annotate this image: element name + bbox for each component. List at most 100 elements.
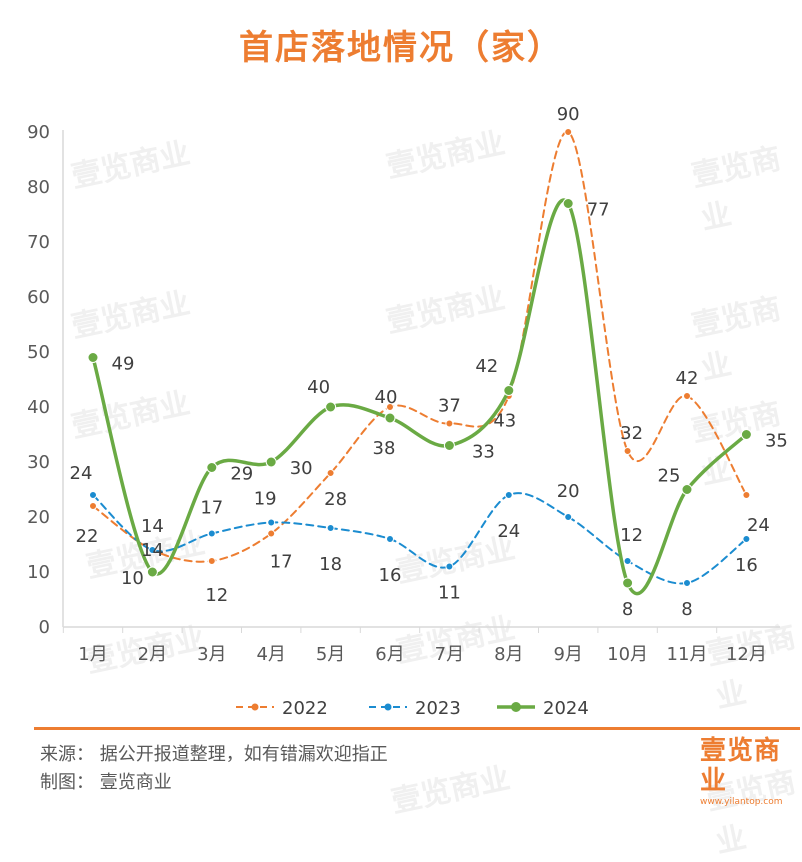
data-label-2024: 38: [373, 438, 396, 459]
data-point-2023: [148, 546, 157, 554]
data-point-2024: [87, 352, 99, 363]
data-label-2024: 35: [765, 431, 788, 452]
series-line-2022: [92, 130, 748, 563]
data-point-2022: [445, 419, 454, 428]
legend-marker-2023: [384, 703, 392, 711]
data-point-2023: [623, 557, 632, 565]
chart-axes: 0 10 20 30 40 50 60 70 80 90 1月 2月 3月 4月 5月 6月 7月 8月 9月 10月…: [27, 122, 780, 665]
y-tick-label: 50: [27, 342, 50, 363]
x-tick-label: 8月: [494, 644, 523, 665]
footer-source: 来源： 据公开报道整理，如有错漏欢迎指正: [40, 744, 388, 765]
x-tick-label: 7月: [435, 644, 464, 665]
data-point-2024: [206, 462, 218, 473]
x-tick-label: 10月: [607, 644, 648, 665]
y-tick-label: 30: [27, 452, 50, 473]
legend-marker-2024: [511, 702, 521, 712]
data-label-2022: 42: [475, 356, 498, 377]
legend-label-2022: 2022: [282, 698, 328, 719]
data-label-2023: 14: [141, 516, 164, 537]
data-label-2022: 22: [76, 526, 99, 547]
data-point-2023: [207, 529, 216, 538]
legend-marker-2022: [251, 703, 259, 711]
data-label-2024: 33: [472, 442, 495, 463]
data-point-2024: [562, 198, 574, 209]
data-point-2023: [386, 535, 394, 543]
brand-logo: 壹览商业 www.yilantop.com: [700, 736, 800, 808]
data-label-2022: 32: [620, 423, 643, 444]
y-tick-label: 10: [27, 562, 50, 583]
chart-title: 首店落地情况（家）: [239, 28, 563, 68]
data-label-2023: 12: [620, 525, 643, 546]
data-point-2023: [504, 491, 513, 499]
data-label-2022: 17: [270, 552, 293, 573]
data-point-2023: [267, 518, 276, 527]
data-point-2023: [445, 562, 454, 571]
data-label-2024: 25: [658, 466, 681, 487]
watermark: 壹览商业: [388, 760, 514, 821]
y-tick-label: 70: [27, 232, 50, 253]
data-point-2023: [742, 535, 751, 543]
data-point-2024: [384, 412, 396, 424]
x-tick-label: 12月: [726, 644, 767, 665]
series-layer: [87, 128, 752, 596]
brand-url: www.yilantop.com: [700, 797, 783, 807]
data-label-2024: 43: [493, 411, 516, 432]
data-label-2024: 30: [290, 458, 313, 479]
x-tick-label: 6月: [375, 644, 404, 665]
data-point-2022: [267, 529, 276, 538]
y-tick-label: 0: [39, 617, 50, 638]
data-label-2023: 17: [200, 498, 223, 519]
legend-label-2023: 2023: [415, 698, 461, 719]
data-point-2022: [207, 557, 216, 565]
data-label-2024: 8: [622, 599, 633, 620]
data-label-2023: 11: [438, 583, 461, 604]
data-point-2024: [265, 456, 277, 468]
x-tick-label: 4月: [256, 644, 285, 665]
y-tick-label: 40: [27, 397, 50, 418]
data-point-2024: [622, 577, 634, 589]
data-label-2022: 28: [324, 489, 347, 510]
data-point-2023: [683, 579, 691, 587]
series-line-2024: [91, 198, 749, 596]
data-point-2022: [564, 128, 573, 136]
data-point-2023: [564, 513, 573, 521]
x-tick-label: 3月: [197, 644, 226, 665]
footer-credit: 制图： 壹览商业: [40, 772, 172, 793]
data-label-2022: 37: [438, 396, 461, 417]
data-point-2023: [89, 491, 97, 499]
brand-name: 壹览商业: [700, 736, 782, 796]
data-label-2023: 16: [379, 565, 402, 586]
data-label-2022: 40: [375, 387, 398, 408]
footer-divider: [34, 727, 800, 730]
legend: 2022 2023 2024: [236, 698, 589, 719]
data-point-2022: [386, 403, 394, 411]
data-point-2024: [325, 401, 337, 413]
data-point-2024: [740, 429, 752, 440]
data-label-2023: 20: [557, 481, 580, 502]
x-tick-label: 11月: [667, 644, 708, 665]
data-label-2024: 77: [587, 200, 610, 221]
data-point-2024: [146, 566, 158, 578]
x-tick-label: 9月: [553, 644, 582, 665]
data-label-2022: 14: [141, 540, 164, 561]
data-labels: 22 14 12 17 28 40 37 42 90 32 42 24 24 14 17 19 18 16 11 24…: [70, 104, 788, 620]
data-point-2022: [742, 491, 751, 499]
data-label-2024: 10: [121, 568, 144, 589]
x-tick-label: 1月: [78, 644, 107, 665]
y-tick-label: 60: [27, 287, 50, 308]
x-tick-label: 2月: [138, 644, 167, 665]
data-point-2023: [326, 524, 335, 532]
series-line-2023: [92, 492, 748, 585]
data-point-2024: [503, 385, 515, 396]
data-label-2022: 90: [557, 104, 580, 125]
data-label-2022: 24: [747, 515, 770, 536]
data-label-2023: 19: [254, 489, 277, 510]
data-label-2022: 42: [676, 368, 699, 389]
data-label-2022: 12: [205, 585, 228, 606]
data-point-2024: [681, 484, 693, 495]
data-point-2022: [326, 469, 335, 477]
y-tick-label: 80: [27, 177, 50, 198]
data-label-2023: 8: [681, 599, 692, 620]
x-tick-label: 5月: [316, 644, 345, 665]
data-point-2022: [683, 392, 691, 400]
